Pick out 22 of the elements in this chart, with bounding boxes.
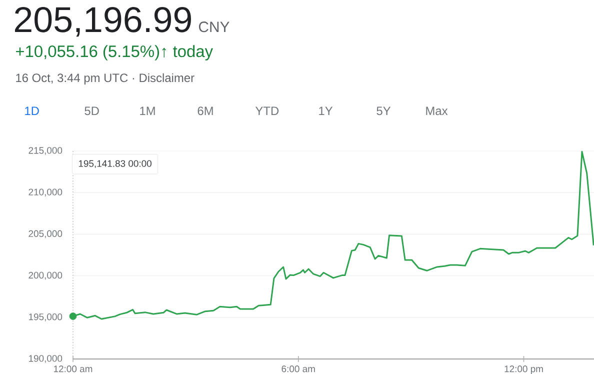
text: 5D (84, 106, 99, 116)
text: YTD (255, 106, 279, 115)
annotation: 195,141.83 00:00 (78, 160, 152, 168)
text: 16 Oct, 3:44 pm UTC · Disclaimer (16, 73, 194, 84)
y-tick-label: 195,000 (28, 313, 62, 322)
text: 5Y (376, 106, 391, 116)
chart-title: 205,196.99 (14, 6, 191, 37)
y-tick-label: 200,000 (28, 272, 62, 280)
text: 1M (140, 106, 155, 115)
y-tick-label: 190,000 (28, 355, 62, 363)
x-tick-label: 6:00 am (282, 366, 315, 372)
x-tick-label: 12:00 pm (504, 366, 543, 374)
text: +10,055.16 (5.15%)↑ today (16, 45, 213, 60)
text: 1Y (319, 106, 333, 115)
y-tick-label: 215,000 (28, 147, 62, 155)
x-tick-label: 12:00 am (54, 366, 92, 372)
text: 6M (198, 106, 213, 116)
text: CNY (198, 22, 230, 32)
text: Max (426, 106, 448, 116)
y-tick-label: 210,000 (28, 188, 62, 197)
text: 1D (25, 106, 39, 115)
y-tick-label: 205,000 (28, 230, 62, 238)
